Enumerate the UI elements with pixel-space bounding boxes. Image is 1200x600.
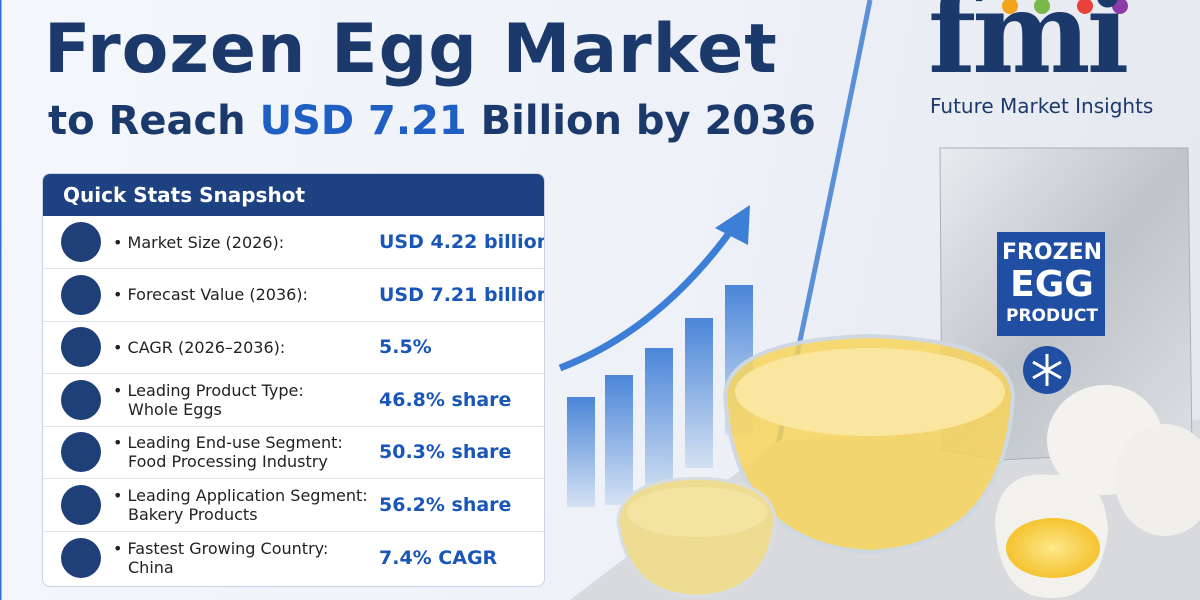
- stat-label-line: Whole Eggs: [128, 399, 222, 419]
- stat-label-line: Bakery Products: [128, 505, 258, 524]
- stat-value: 46.8% share: [379, 388, 512, 411]
- stat-row: Leading Product Type:Whole Eggs 46.8% sha…: [43, 374, 544, 427]
- stat-label: Leading Product Type:Whole Eggs: [113, 374, 304, 426]
- stat-label-line: Market Size (2026):: [113, 233, 285, 252]
- stat-row: Fastest Growing Country:China 7.4% CAGR: [43, 532, 544, 584]
- stats-panel: Quick Stats Snapshot Market Size (2026):…: [42, 173, 545, 587]
- subtitle: to Reach USD 7.21 Billion by 2036: [48, 98, 816, 144]
- package-text: PRODUCT: [1006, 306, 1098, 326]
- title: Frozen Egg Market: [44, 10, 778, 89]
- stat-label: Fastest Growing Country:China: [113, 532, 329, 584]
- stat-label: Leading Application Segment:Bakery Produ…: [113, 479, 368, 531]
- package-text: EGG: [1010, 264, 1094, 305]
- panel-title: Quick Stats Snapshot: [43, 174, 544, 216]
- stat-label-line: Forecast Value (2036):: [113, 285, 308, 304]
- stat-icon: [61, 274, 101, 315]
- stat-row: CAGR (2026–2036): 5.5%: [43, 321, 544, 375]
- stat-label-line: China: [128, 557, 174, 577]
- stat-icon: [61, 537, 101, 578]
- stat-label: Leading End-use Segment:Food Processing …: [113, 426, 343, 478]
- stat-row: Leading End-use Segment:Food Processing …: [43, 426, 544, 480]
- stat-label-line: Leading End-use Segment:: [113, 433, 343, 452]
- stat-icon: [61, 327, 101, 368]
- stat-icon: [61, 222, 101, 262]
- logo-name: Future Market Insights: [930, 94, 1154, 118]
- stat-label-line: CAGR (2026–2036):: [113, 338, 286, 357]
- stat-label: Forecast Value (2036):: [113, 269, 308, 321]
- stat-value: 5.5%: [379, 336, 432, 359]
- subtitle-highlight: USD 7.21: [259, 98, 467, 144]
- stat-label-line: Food Processing Industry: [128, 452, 328, 472]
- stat-value: 50.3% share: [379, 441, 512, 464]
- stat-label-line: Fastest Growing Country:: [113, 539, 329, 558]
- stat-row: Leading Application Segment:Bakery Produ…: [43, 479, 544, 532]
- logo: fmi: [928, 0, 1129, 99]
- stat-value: USD 4.22 billion: [379, 231, 545, 253]
- stat-value: 7.4% CAGR: [379, 546, 498, 569]
- stat-label: CAGR (2026–2036):: [113, 321, 286, 373]
- stat-icon: [61, 432, 101, 473]
- subtitle-text: Billion by 2036: [480, 98, 816, 144]
- stat-row: Market Size (2026): USD 4.22 billion: [43, 216, 544, 269]
- stat-label: Market Size (2026):: [113, 216, 285, 268]
- stat-label-line: Leading Product Type:: [113, 381, 304, 400]
- stat-icon: [61, 379, 101, 420]
- package-text: FROZEN: [1001, 240, 1103, 265]
- stat-label-line: Leading Application Segment:: [113, 486, 368, 505]
- stat-value: 56.2% share: [379, 494, 512, 516]
- stat-row: Forecast Value (2036): USD 7.21 billion: [43, 269, 544, 322]
- stat-icon: [61, 485, 101, 525]
- subtitle-text: to Reach: [48, 98, 246, 144]
- stat-value: USD 7.21 billion: [379, 283, 545, 306]
